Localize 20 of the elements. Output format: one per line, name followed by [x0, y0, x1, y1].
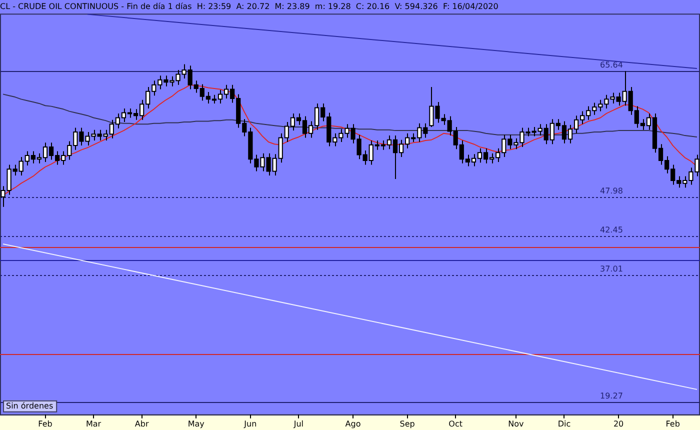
x-tick-label: Jun — [243, 419, 257, 428]
annotation: Sin órdenes — [6, 401, 54, 410]
ref-line-label: 65.64 — [600, 60, 623, 70]
ref-line-label: 19.27 — [600, 392, 623, 401]
x-tick-label: Mar — [86, 419, 102, 428]
ref-line-label: 42.45 — [600, 226, 623, 235]
x-tick-label: Abr — [134, 419, 150, 428]
x-tick-label: May — [188, 419, 205, 428]
x-tick-label: 20 — [613, 419, 624, 428]
ref-line-label: 37.01 — [600, 264, 623, 274]
x-tick-label: Dic — [558, 419, 571, 428]
x-tick-label: Sep — [400, 419, 415, 428]
x-tick-label: Feb — [666, 419, 680, 428]
x-tick-label: Jul — [292, 419, 304, 428]
x-tick-label: Feb — [38, 419, 52, 428]
x-tick-label: Oct — [448, 419, 463, 428]
x-tick-label: Nov — [508, 419, 524, 428]
x-tick-label: Ago — [345, 419, 361, 428]
chart-title: CL - CRUDE OIL CONTINUOUS - Fin de día 1 días H: 23:59 A: 20.72 M: 23.89 m: 19.28 C: 20.16 V: 594.326 F: 16/04/2020 — [0, 2, 498, 11]
ref-line-label: 47.98 — [600, 186, 623, 196]
